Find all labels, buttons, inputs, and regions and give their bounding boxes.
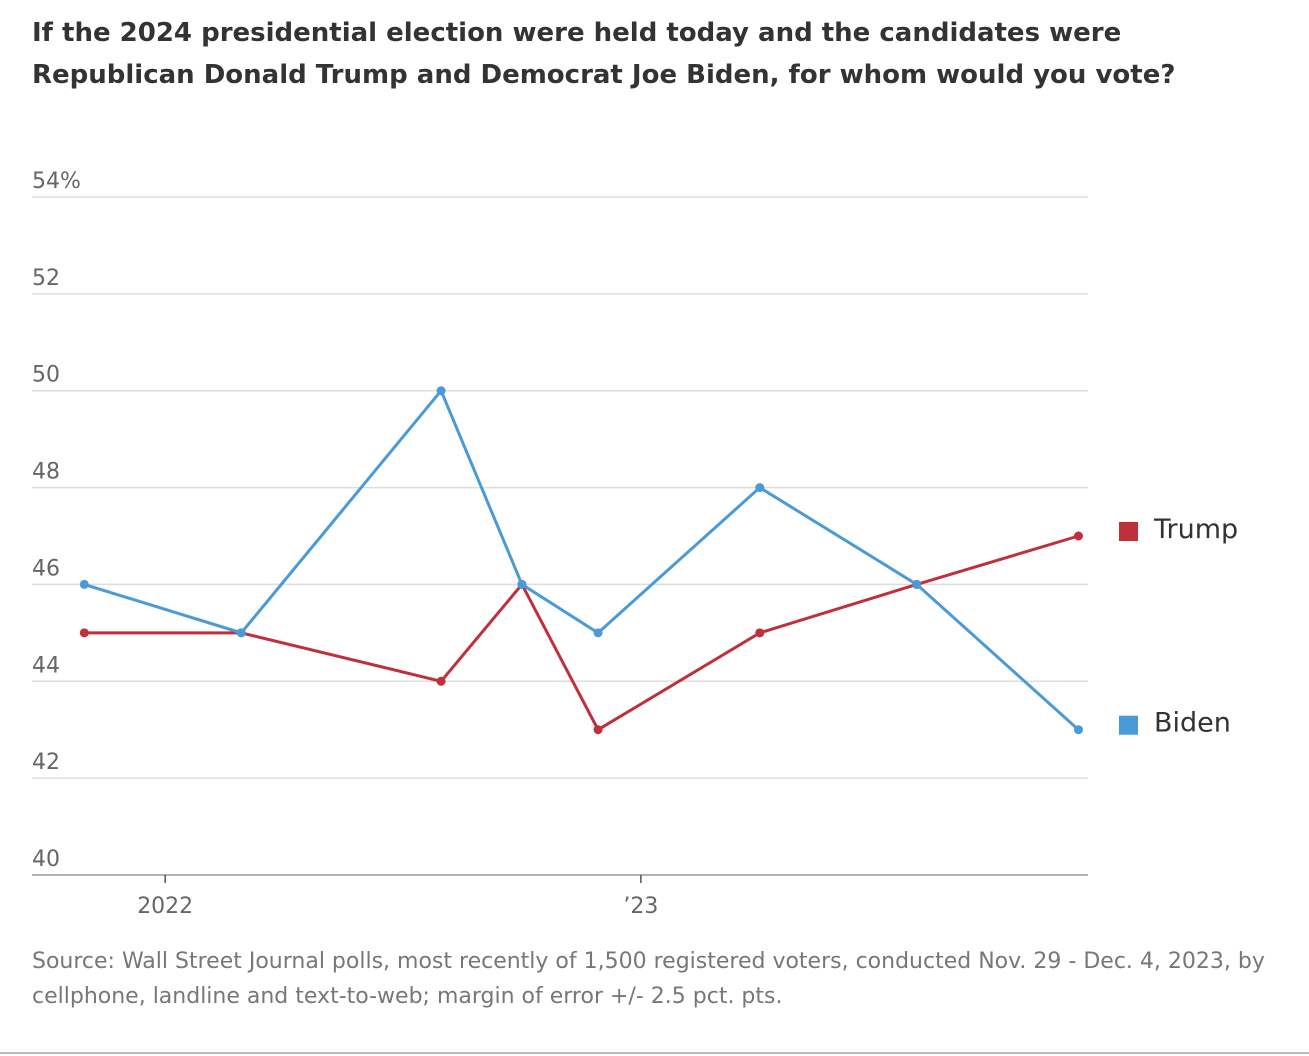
data-point xyxy=(79,628,89,638)
data-point xyxy=(755,628,765,638)
series-line xyxy=(83,387,1080,731)
y-tick-label: 44 xyxy=(32,653,60,678)
y-tick-label: 54% xyxy=(32,169,81,194)
data-point xyxy=(436,386,446,396)
y-tick-label: 48 xyxy=(32,460,60,485)
data-point xyxy=(1073,531,1083,541)
data-point xyxy=(517,579,527,589)
y-tick-label: 52 xyxy=(32,266,60,291)
data-point xyxy=(236,628,246,638)
data-point xyxy=(79,579,89,589)
legend-swatch xyxy=(1119,715,1138,735)
data-point xyxy=(755,483,765,493)
data-point xyxy=(593,725,603,735)
x-tick-label: ’23 xyxy=(623,894,658,919)
y-tick-label: 42 xyxy=(32,750,60,775)
legend-swatch xyxy=(1119,522,1138,541)
y-tick-label: 50 xyxy=(32,363,60,388)
legend-label: Trump xyxy=(1153,514,1238,545)
data-point xyxy=(1073,725,1083,735)
series-line xyxy=(84,534,1079,732)
legend-label: Biden xyxy=(1154,708,1231,739)
y-tick-label: 46 xyxy=(32,556,60,581)
source-note: Source: Wall Street Journal polls, most … xyxy=(32,949,1265,1009)
x-tick-label: 2022 xyxy=(137,894,193,919)
data-point xyxy=(593,628,603,638)
y-tick-label: 40 xyxy=(32,847,60,872)
chart-title: If the 2024 presidential election were h… xyxy=(32,18,1176,90)
data-point xyxy=(436,676,446,686)
data-point xyxy=(912,579,922,589)
bottom-rule xyxy=(0,1052,1309,1054)
